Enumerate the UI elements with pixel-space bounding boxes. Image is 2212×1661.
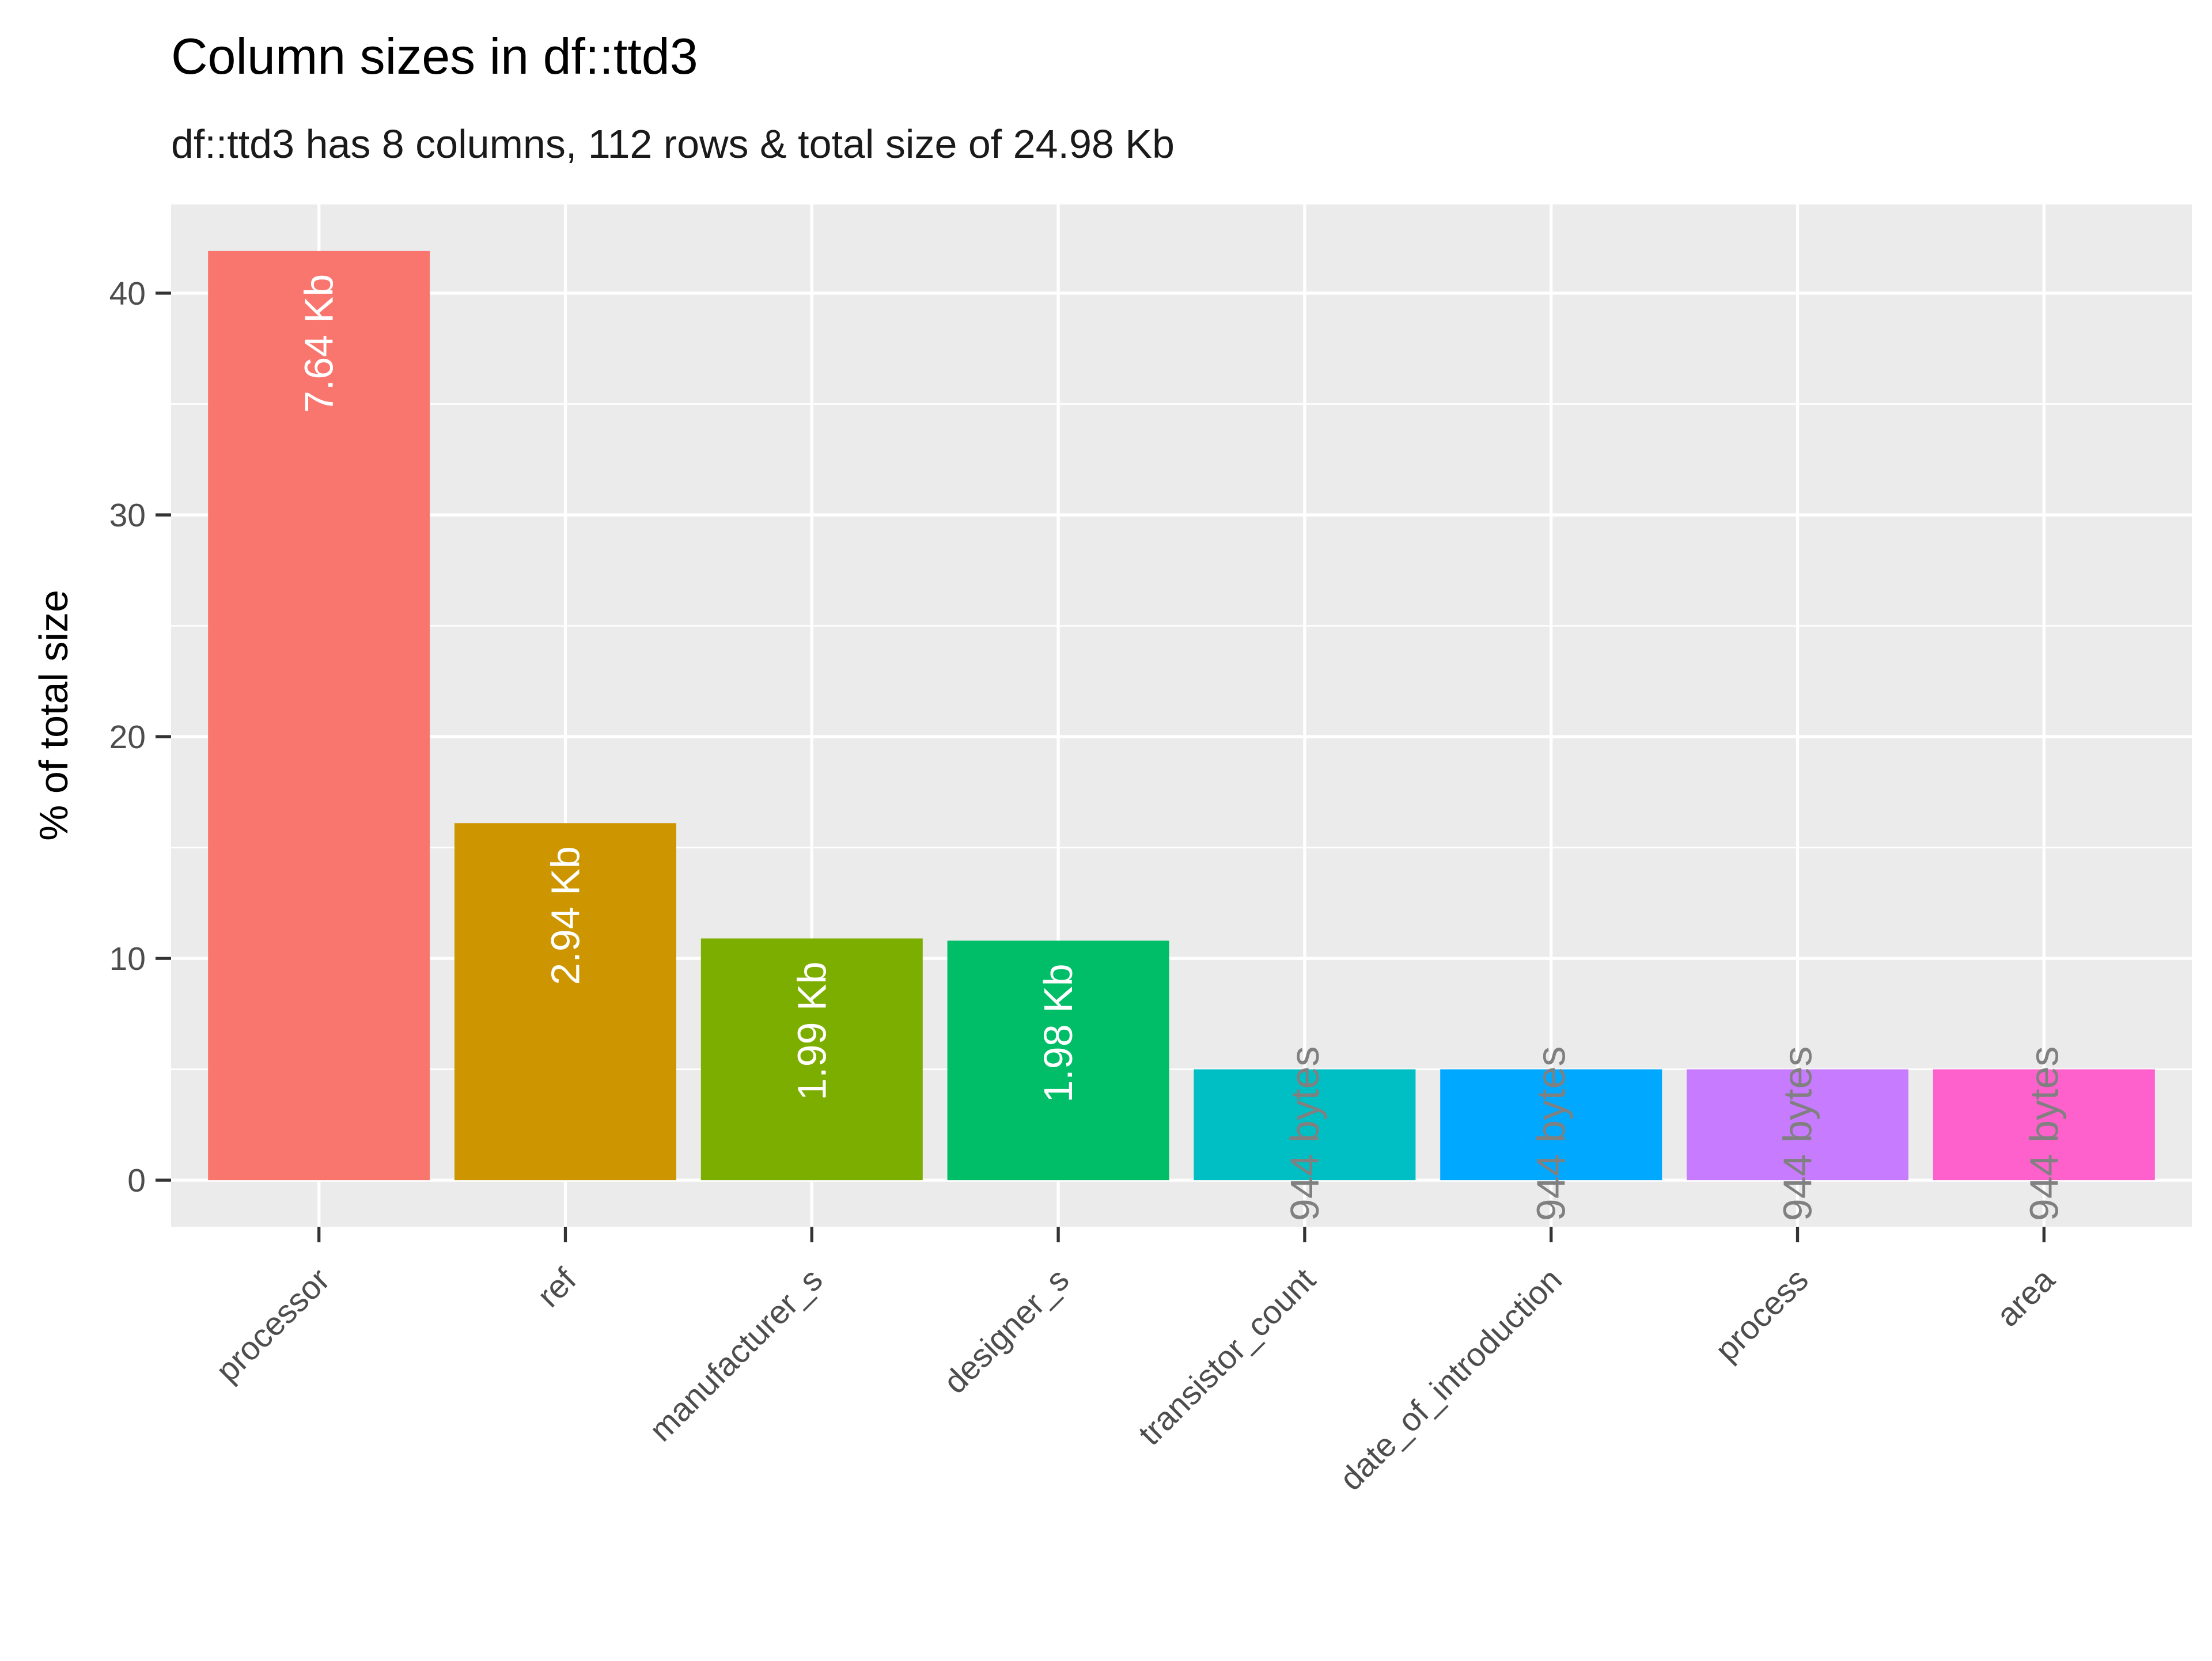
bar-transistor_count (1194, 1069, 1416, 1181)
bar-data-label: 1.99 Kb (789, 961, 834, 1100)
y-tick-label: 10 (109, 941, 146, 977)
chart-subtitle: df::ttd3 has 8 columns, 112 rows & total… (171, 122, 1175, 166)
bar-processor (208, 251, 430, 1181)
bar-data-label: 2.94 Kb (543, 846, 588, 985)
bar-data-label: 944 bytes (1775, 1046, 1820, 1222)
bar-data-labels: 7.64 Kb 2.94 Kb 1.99 Kb 1.98 Kb 944 bytes 944… (297, 274, 2067, 1221)
x-tick-label: processor (209, 1261, 337, 1389)
bar-data-label: 944 bytes (2021, 1046, 2066, 1222)
x-axis: processor ref manufacturer_s designer_s tran… (209, 1227, 2062, 1497)
bar-data-label: 944 bytes (1282, 1046, 1327, 1222)
bars (208, 251, 2155, 1181)
y-tick-label: 40 (109, 275, 146, 312)
x-tick-label: area (1990, 1261, 2062, 1334)
x-tick-label: ref (530, 1261, 583, 1314)
x-tick-label: process (1708, 1261, 1815, 1368)
chart-title: Column sizes in df::ttd3 (171, 28, 698, 85)
bar-manufacturer_s (700, 938, 923, 1181)
x-tick-label: date_of_introduction (1332, 1261, 1569, 1498)
x-tick-label: designer_s (937, 1261, 1076, 1401)
bar-designer_s (947, 941, 1169, 1181)
x-tick-label: transistor_count (1131, 1261, 1323, 1453)
bar-data-label: 944 bytes (1529, 1046, 1574, 1222)
x-tick-label: manufacturer_s (642, 1261, 830, 1448)
y-tick-label: 30 (109, 497, 146, 534)
y-tick-label: 20 (109, 719, 146, 756)
bar-data-label: 1.98 Kb (1036, 964, 1081, 1102)
bar-data-label: 7.64 Kb (297, 274, 342, 413)
y-axis: 0 10 20 30 40 (109, 275, 171, 1199)
bar-date_of_introduction (1440, 1069, 1662, 1181)
bar-ref (454, 823, 676, 1181)
y-tick-label: 0 (127, 1162, 146, 1199)
y-axis-title: % of total size (31, 590, 76, 841)
bar-area (1933, 1069, 2155, 1181)
bar-process (1687, 1069, 1909, 1181)
